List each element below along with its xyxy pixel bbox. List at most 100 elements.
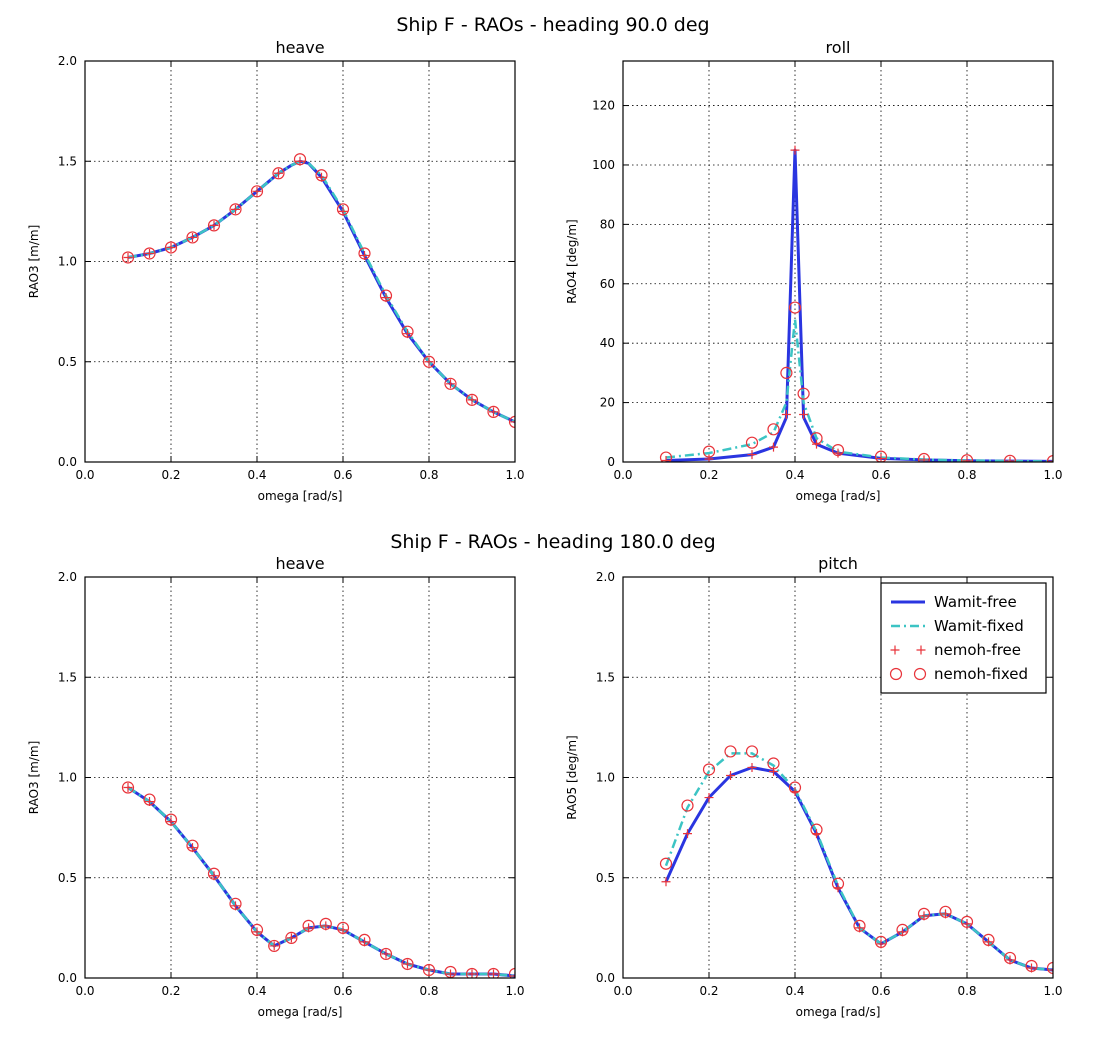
plot-frame bbox=[622, 60, 1054, 463]
x-tick-label: 0.8 bbox=[419, 984, 438, 998]
nemoh-free-point bbox=[467, 395, 477, 405]
nemoh-fixed-point bbox=[767, 423, 780, 436]
nemoh-fixed-point bbox=[336, 921, 350, 934]
nemoh-fixed-point bbox=[121, 251, 135, 264]
x-tick-label: 0.8 bbox=[957, 468, 976, 482]
nemoh-free-point bbox=[446, 379, 455, 389]
nemoh-fixed-point bbox=[186, 839, 199, 852]
nemoh-free-point bbox=[661, 877, 671, 887]
nemoh-free-point bbox=[123, 783, 133, 793]
x-tick-label: 0.6 bbox=[333, 468, 352, 482]
nemoh-free-point bbox=[467, 969, 477, 978]
nemoh-free-point bbox=[286, 933, 296, 943]
series-group bbox=[659, 145, 1053, 462]
nemoh-fixed-point bbox=[268, 939, 281, 953]
nemoh-fixed-point bbox=[250, 923, 264, 936]
nemoh-fixed-point bbox=[702, 445, 716, 458]
y-tick-label: 0.5 bbox=[596, 871, 615, 885]
nemoh-fixed-point bbox=[659, 451, 673, 462]
nemoh-fixed-point bbox=[465, 967, 479, 978]
x-tick-label: 0.8 bbox=[957, 984, 976, 998]
series-group bbox=[121, 153, 515, 428]
series-line-wamit-fixed bbox=[127, 160, 515, 424]
subplot-1: 0.0 0.2 0.4 0.6 0.8 1.0 0.0 0.5 1.0 1.5 2.0 heave om… bbox=[27, 38, 525, 503]
nemoh-free-point bbox=[209, 220, 219, 230]
nemoh-fixed-point bbox=[982, 933, 995, 947]
nemoh-fixed-point bbox=[186, 231, 199, 244]
nemoh-free-point bbox=[790, 145, 800, 155]
plot-area bbox=[85, 577, 515, 978]
nemoh-free-point bbox=[424, 357, 434, 367]
nemoh-fixed-point bbox=[272, 167, 285, 180]
nemoh-fixed-point bbox=[250, 185, 264, 198]
y-axis-label: RAO5 [deg/m] bbox=[565, 735, 579, 819]
x-tick-label: 0.4 bbox=[785, 468, 804, 482]
y-tick-label: 100 bbox=[592, 158, 615, 172]
x-tick-label: 0.4 bbox=[247, 468, 266, 482]
x-tick-label: 0.2 bbox=[699, 984, 718, 998]
y-tick-label: 2.0 bbox=[596, 570, 615, 584]
nemoh-fixed-point bbox=[164, 241, 178, 254]
nemoh-fixed-point bbox=[379, 947, 393, 961]
subplot-title: pitch bbox=[818, 554, 858, 573]
subplot-title: heave bbox=[275, 38, 324, 57]
nemoh-fixed-point bbox=[319, 917, 332, 930]
nemoh-fixed-point bbox=[745, 436, 759, 449]
nemoh-fixed-point bbox=[422, 355, 436, 368]
x-tick-label: 1.0 bbox=[505, 468, 524, 482]
nemoh-fixed-point bbox=[508, 967, 515, 978]
nemoh-free-point bbox=[919, 455, 929, 462]
nemoh-free-point bbox=[683, 829, 692, 839]
y-tick-label: 40 bbox=[600, 336, 615, 350]
x-axis-label: omega [rad/s] bbox=[258, 489, 343, 503]
nemoh-free-point bbox=[231, 204, 240, 214]
nemoh-fixed-point bbox=[379, 289, 393, 302]
y-tick-label: 2.0 bbox=[58, 54, 77, 68]
plot-area bbox=[85, 61, 515, 462]
nemoh-fixed-point bbox=[1046, 455, 1053, 462]
legend-label: nemoh-free bbox=[934, 641, 1021, 659]
x-tick-label: 0.4 bbox=[785, 984, 804, 998]
y-tick-label: 0.5 bbox=[58, 871, 77, 885]
nemoh-free-point bbox=[769, 442, 778, 452]
series-group bbox=[659, 745, 1053, 975]
nemoh-free-point bbox=[166, 242, 176, 252]
nemoh-fixed-point bbox=[788, 301, 802, 314]
y-tick-label: 1.0 bbox=[58, 255, 77, 269]
nemoh-fixed-point bbox=[702, 763, 716, 776]
nemoh-fixed-point bbox=[508, 415, 515, 428]
series-line-wamit-fixed bbox=[665, 318, 1053, 462]
nemoh-free-point bbox=[962, 456, 972, 462]
y-tick-label: 0.0 bbox=[596, 971, 615, 985]
y-tick-label: 120 bbox=[592, 99, 615, 113]
subplot-3: 0.0 0.2 0.4 0.6 0.8 1.0 0.0 0.5 1.0 1.5 2.0 heave om… bbox=[27, 554, 525, 1019]
nemoh-fixed-point bbox=[797, 387, 810, 400]
legend: Wamit-free Wamit-fixed nemoh-free nemoh-fix… bbox=[880, 582, 1047, 694]
nemoh-fixed-point bbox=[917, 907, 931, 920]
legend-label: Wamit-fixed bbox=[934, 617, 1024, 635]
nemoh-fixed-point bbox=[767, 757, 780, 770]
nemoh-fixed-point bbox=[874, 450, 888, 462]
nemoh-fixed-point bbox=[422, 963, 436, 977]
nemoh-free-point bbox=[1048, 965, 1053, 975]
nemoh-free-point bbox=[274, 168, 283, 178]
nemoh-fixed-point bbox=[444, 377, 457, 390]
nemoh-fixed-point bbox=[401, 957, 414, 971]
nemoh-fixed-point bbox=[164, 813, 178, 826]
nemoh-free-point bbox=[510, 417, 515, 427]
nemoh-fixed-point bbox=[853, 919, 866, 932]
y-axis-label: RAO3 [m/m] bbox=[27, 741, 41, 815]
y-tick-label: 0 bbox=[607, 455, 615, 469]
nemoh-free-point bbox=[747, 762, 757, 772]
nemoh-free-point bbox=[781, 409, 791, 419]
nemoh-fixed-point bbox=[487, 405, 500, 418]
nemoh-free-point bbox=[424, 965, 434, 975]
x-tick-label: 0.6 bbox=[871, 468, 890, 482]
nemoh-fixed-point bbox=[143, 793, 156, 806]
legend-swatch-nemoh-free bbox=[890, 645, 900, 655]
x-tick-label: 0.2 bbox=[699, 468, 718, 482]
subplot-title: roll bbox=[826, 38, 851, 57]
y-tick-label: 1.5 bbox=[58, 154, 77, 168]
nemoh-fixed-point bbox=[1025, 959, 1038, 973]
nemoh-fixed-point bbox=[960, 454, 974, 462]
